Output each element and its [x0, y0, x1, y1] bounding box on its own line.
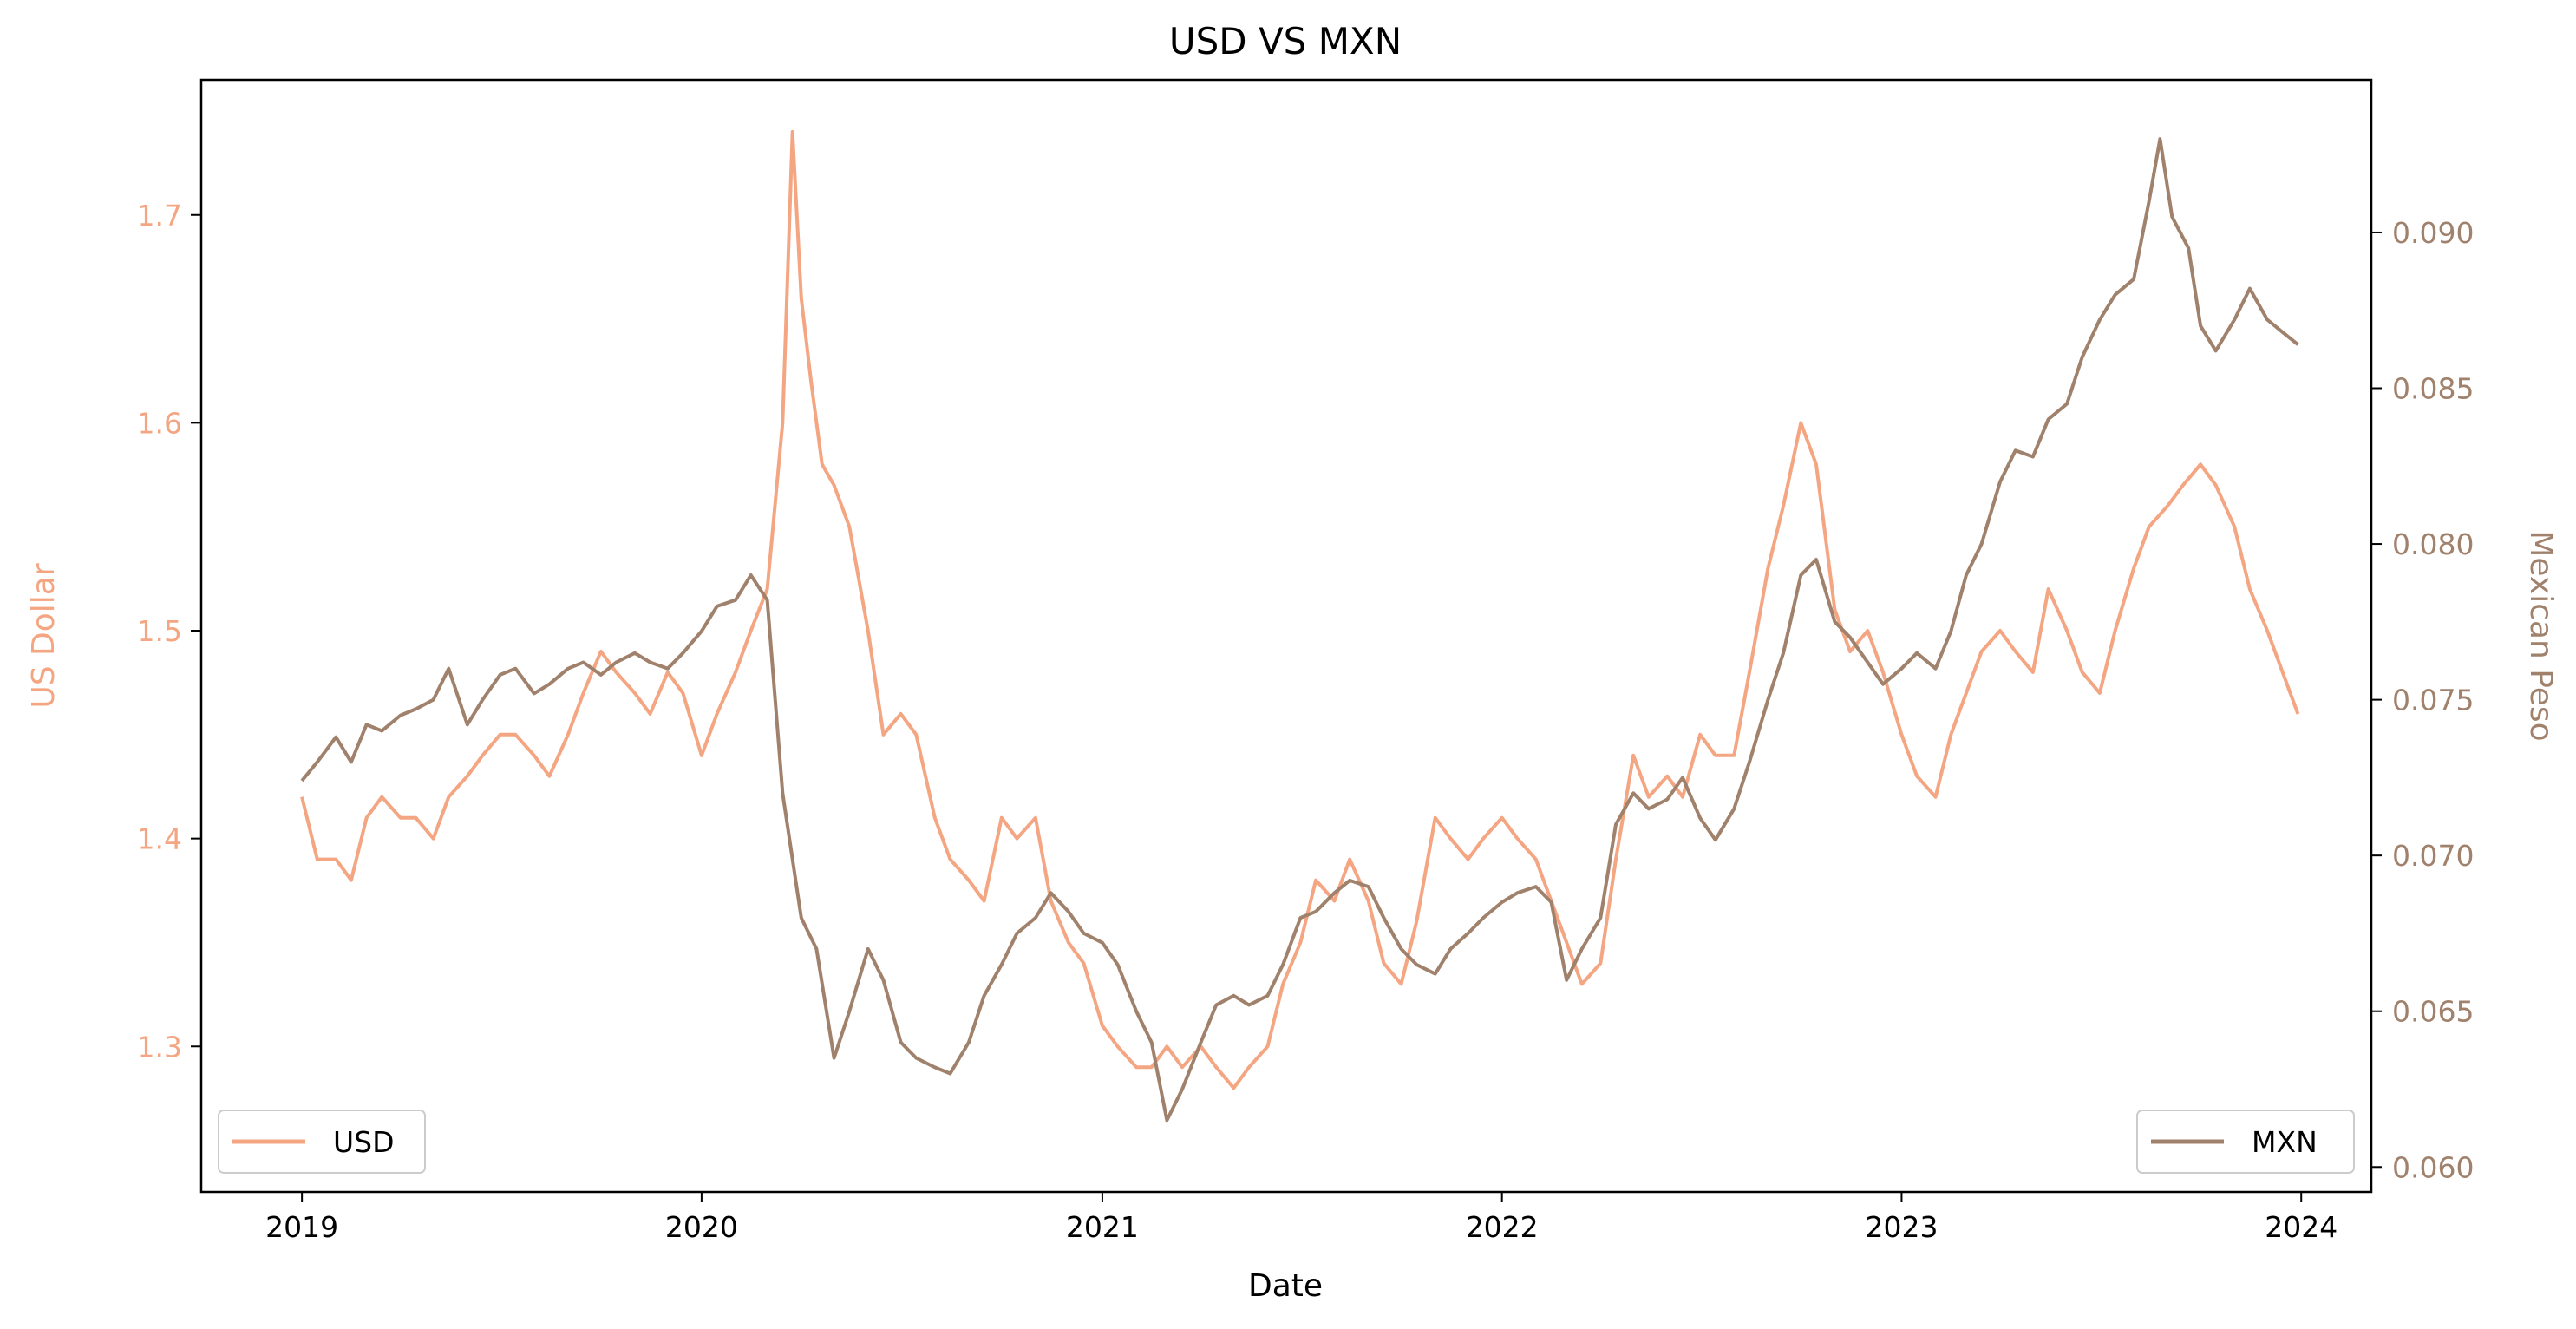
x-axis-title: Date	[1248, 1268, 1323, 1304]
x-tick-label: 2024	[2265, 1210, 2337, 1244]
y-axis-right: 0.060 0.065 0.070 0.075 0.080 0.085 0.090	[2371, 216, 2474, 1184]
y-right-tick-label: 0.060	[2392, 1150, 2474, 1184]
x-tick-label: 2021	[1066, 1210, 1139, 1244]
x-tick-label: 2019	[265, 1210, 338, 1244]
legend-usd-box	[218, 1110, 426, 1174]
y-right-tick-label: 0.070	[2392, 839, 2474, 873]
y-axis-left: 1.3 1.4 1.5 1.6 1.7	[137, 199, 201, 1064]
y-left-tick-label: 1.7	[137, 199, 182, 232]
y-left-tick-label: 1.4	[137, 822, 182, 856]
series-line-mxn	[300, 137, 2299, 1123]
y-right-tick-label: 0.080	[2392, 527, 2474, 561]
y-right-tick-label: 0.085	[2392, 372, 2474, 406]
y-axis-left-title: US Dollar	[26, 563, 62, 708]
legend-usd: USD	[218, 1110, 426, 1174]
y-left-tick-label: 1.6	[137, 406, 182, 440]
legend-mxn-label: MXN	[2252, 1125, 2318, 1159]
x-tick-label: 2020	[665, 1210, 738, 1244]
y-right-tick-label: 0.075	[2392, 684, 2474, 717]
y-axis-right-title: Mexican Peso	[2523, 530, 2559, 741]
x-tick-label: 2022	[1466, 1210, 1539, 1244]
legend-mxn: MXN	[2136, 1110, 2355, 1174]
x-axis: 2019 2020 2021 2022 2023 2024	[265, 1192, 2337, 1244]
y-right-tick-label: 0.065	[2392, 995, 2474, 1029]
y-left-tick-label: 1.5	[137, 614, 182, 648]
legend-usd-label: USD	[333, 1125, 395, 1159]
x-tick-label: 2023	[1865, 1210, 1938, 1244]
legend-mxn-box	[2136, 1110, 2355, 1174]
y-right-tick-label: 0.090	[2392, 216, 2474, 250]
chart-title: USD VS MXN	[1169, 20, 1402, 62]
plot-frame	[199, 78, 2373, 1194]
plot-area	[199, 78, 2373, 1194]
y-left-tick-label: 1.3	[137, 1030, 182, 1064]
series-line-usd	[300, 129, 2300, 1090]
